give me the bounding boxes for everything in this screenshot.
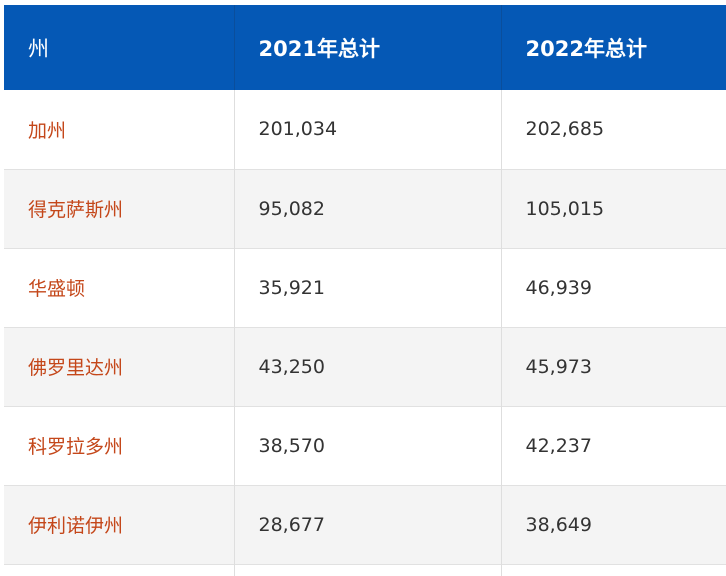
total-2022-cell: 38,649: [525, 513, 592, 536]
data-table-container: 州 2021年总计 2022年总计 加州 201,034 202,685 得克萨…: [4, 5, 726, 576]
state-name-cell: 得克萨斯州: [4, 169, 235, 248]
table-row: 得克萨斯州 95,082 105,015: [4, 169, 726, 248]
header-state: 州: [4, 5, 235, 90]
total-2021-cell: 38,570: [234, 406, 502, 485]
state-name-cell: 伊利诺伊州: [4, 485, 235, 564]
table-row: 科罗拉多州 38,570 42,237: [4, 406, 726, 485]
table-body: 加州 201,034 202,685 得克萨斯州 95,082 105,015 …: [4, 90, 726, 576]
total-2021-cell: 95,082: [234, 169, 502, 248]
total-2021-cell: 201,034: [234, 90, 502, 169]
empty-cell: [4, 564, 235, 576]
header-2022-total: 2022年总计: [525, 36, 647, 61]
header-row: 州 2021年总计 2022年总计: [4, 5, 726, 90]
table-row: 伊利诺伊州 28,677 38,649: [4, 485, 726, 564]
total-2021-cell: 28,677: [234, 485, 502, 564]
total-2022-cell: 202,685: [525, 118, 605, 141]
total-2021-cell: 35,921: [234, 248, 502, 327]
total-2022-cell: 45,973: [525, 355, 592, 378]
total-2022-cell: 46,939: [525, 276, 592, 299]
state-name-cell: 华盛顿: [4, 248, 235, 327]
state-name-cell: 科罗拉多州: [4, 406, 235, 485]
state-name-cell: 佛罗里达州: [4, 327, 235, 406]
empty-cell: [501, 564, 726, 576]
table-row-partial: [4, 564, 726, 576]
empty-cell: [234, 564, 502, 576]
header-2021-total: 2021年总计: [234, 5, 502, 90]
state-name-cell: 加州: [4, 90, 235, 169]
total-2022-cell: 105,015: [525, 197, 605, 220]
state-totals-table: 州 2021年总计 2022年总计 加州 201,034 202,685 得克萨…: [4, 5, 726, 576]
table-row: 华盛顿 35,921 46,939: [4, 248, 726, 327]
table-row: 佛罗里达州 43,250 45,973: [4, 327, 726, 406]
table-row: 加州 201,034 202,685: [4, 90, 726, 169]
table-header: 州 2021年总计 2022年总计: [4, 5, 726, 90]
total-2022-cell: 42,237: [525, 434, 592, 457]
total-2021-cell: 43,250: [234, 327, 502, 406]
